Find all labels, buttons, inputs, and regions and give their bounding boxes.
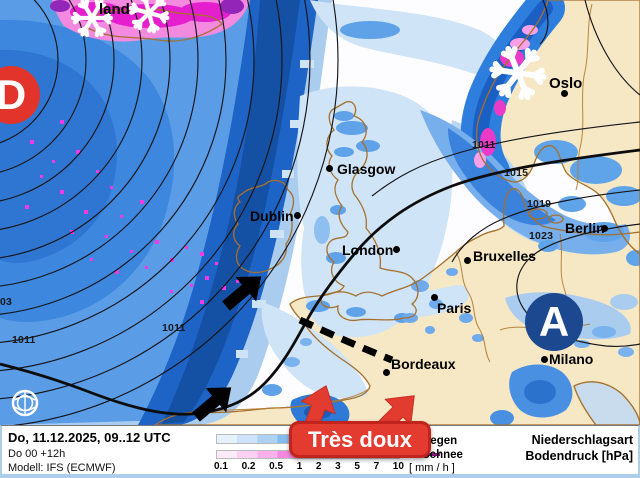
globe-logo-icon [11,389,39,417]
city-label-bordeaux: Bordeaux [391,356,456,372]
legend-unit-label: [ mm / h ] [409,462,455,474]
high-pressure-letter: A [538,298,570,345]
city-label-oslo: Oslo [549,75,583,92]
pressure-title: Bodendruck [hPa] [525,449,633,463]
city-dot-paris [431,294,438,301]
isobar-label: 03 [0,296,13,308]
legend-tick: 3 [335,461,341,472]
city-label-dublin: Dublin [250,208,294,224]
bottom-accent-strip [0,474,640,478]
city-dot-milano [541,356,548,363]
precip-type-title: Niederschlagsart [531,433,633,447]
precipitation-rain-field [0,0,640,425]
city-label-paris: Paris [437,300,472,316]
tres-doux-banner: Très doux [289,421,431,458]
legend-tick: 10 [392,461,404,472]
isobar-1015-bold [0,148,640,416]
city-dot-london [393,246,400,253]
city-label-glasgow: Glasgow [337,161,396,177]
city-dot-glasgow [326,165,333,172]
city-dot-bordeaux [383,369,390,376]
low-pressure-letter: D [0,71,27,118]
high-pressure-symbol: A [525,293,583,351]
legend-tick: 0.5 [269,461,284,472]
model-run-text: Do 00 +12h [8,448,66,460]
city-label-london: London [342,242,394,258]
legend-tick: 1 [296,461,303,472]
legend-tick-row: 0.1 0.2 0.5 1 2 3 5 7 10 [214,461,404,472]
legend-tick: 2 [315,461,322,472]
legend-tick: 5 [354,461,360,472]
city-label-berlin: Berlin [565,220,605,236]
legend-tick: 0.1 [214,461,228,472]
city-dot-berlin [601,225,608,232]
weather-map-canvas [0,0,640,425]
isobar-label: 1011 [472,139,496,151]
city-dot-dublin [294,212,301,219]
isobar-label: 1019 [527,198,552,210]
city-dot-bruxelles [464,257,471,264]
model-name-text: Modell: IFS (ECMWF) [8,462,116,474]
city-label-milano: Milano [549,351,594,367]
valid-datetime-text: Do, 11.12.2025, 09..12 UTC [8,430,171,445]
legend-tick: 0.2 [241,461,256,472]
isobar-label: 1023 [529,230,554,242]
coastlines [87,0,640,425]
isobar-label: 1015 [504,167,529,179]
low-pressure-symbol: D [0,66,40,124]
snow-legend-label: Schnee [422,449,463,461]
region-label-iceland: land [99,1,130,18]
isobars [0,0,640,425]
isobar-label: 1011 [12,334,36,346]
city-label-bruxelles: Bruxelles [473,248,537,264]
isobar-label: 1011 [162,322,186,334]
banner-text: Très doux [308,426,412,452]
city-dot-oslo [561,90,568,97]
legend-tick: 7 [373,461,380,472]
trough-dashed-line [298,316,394,364]
